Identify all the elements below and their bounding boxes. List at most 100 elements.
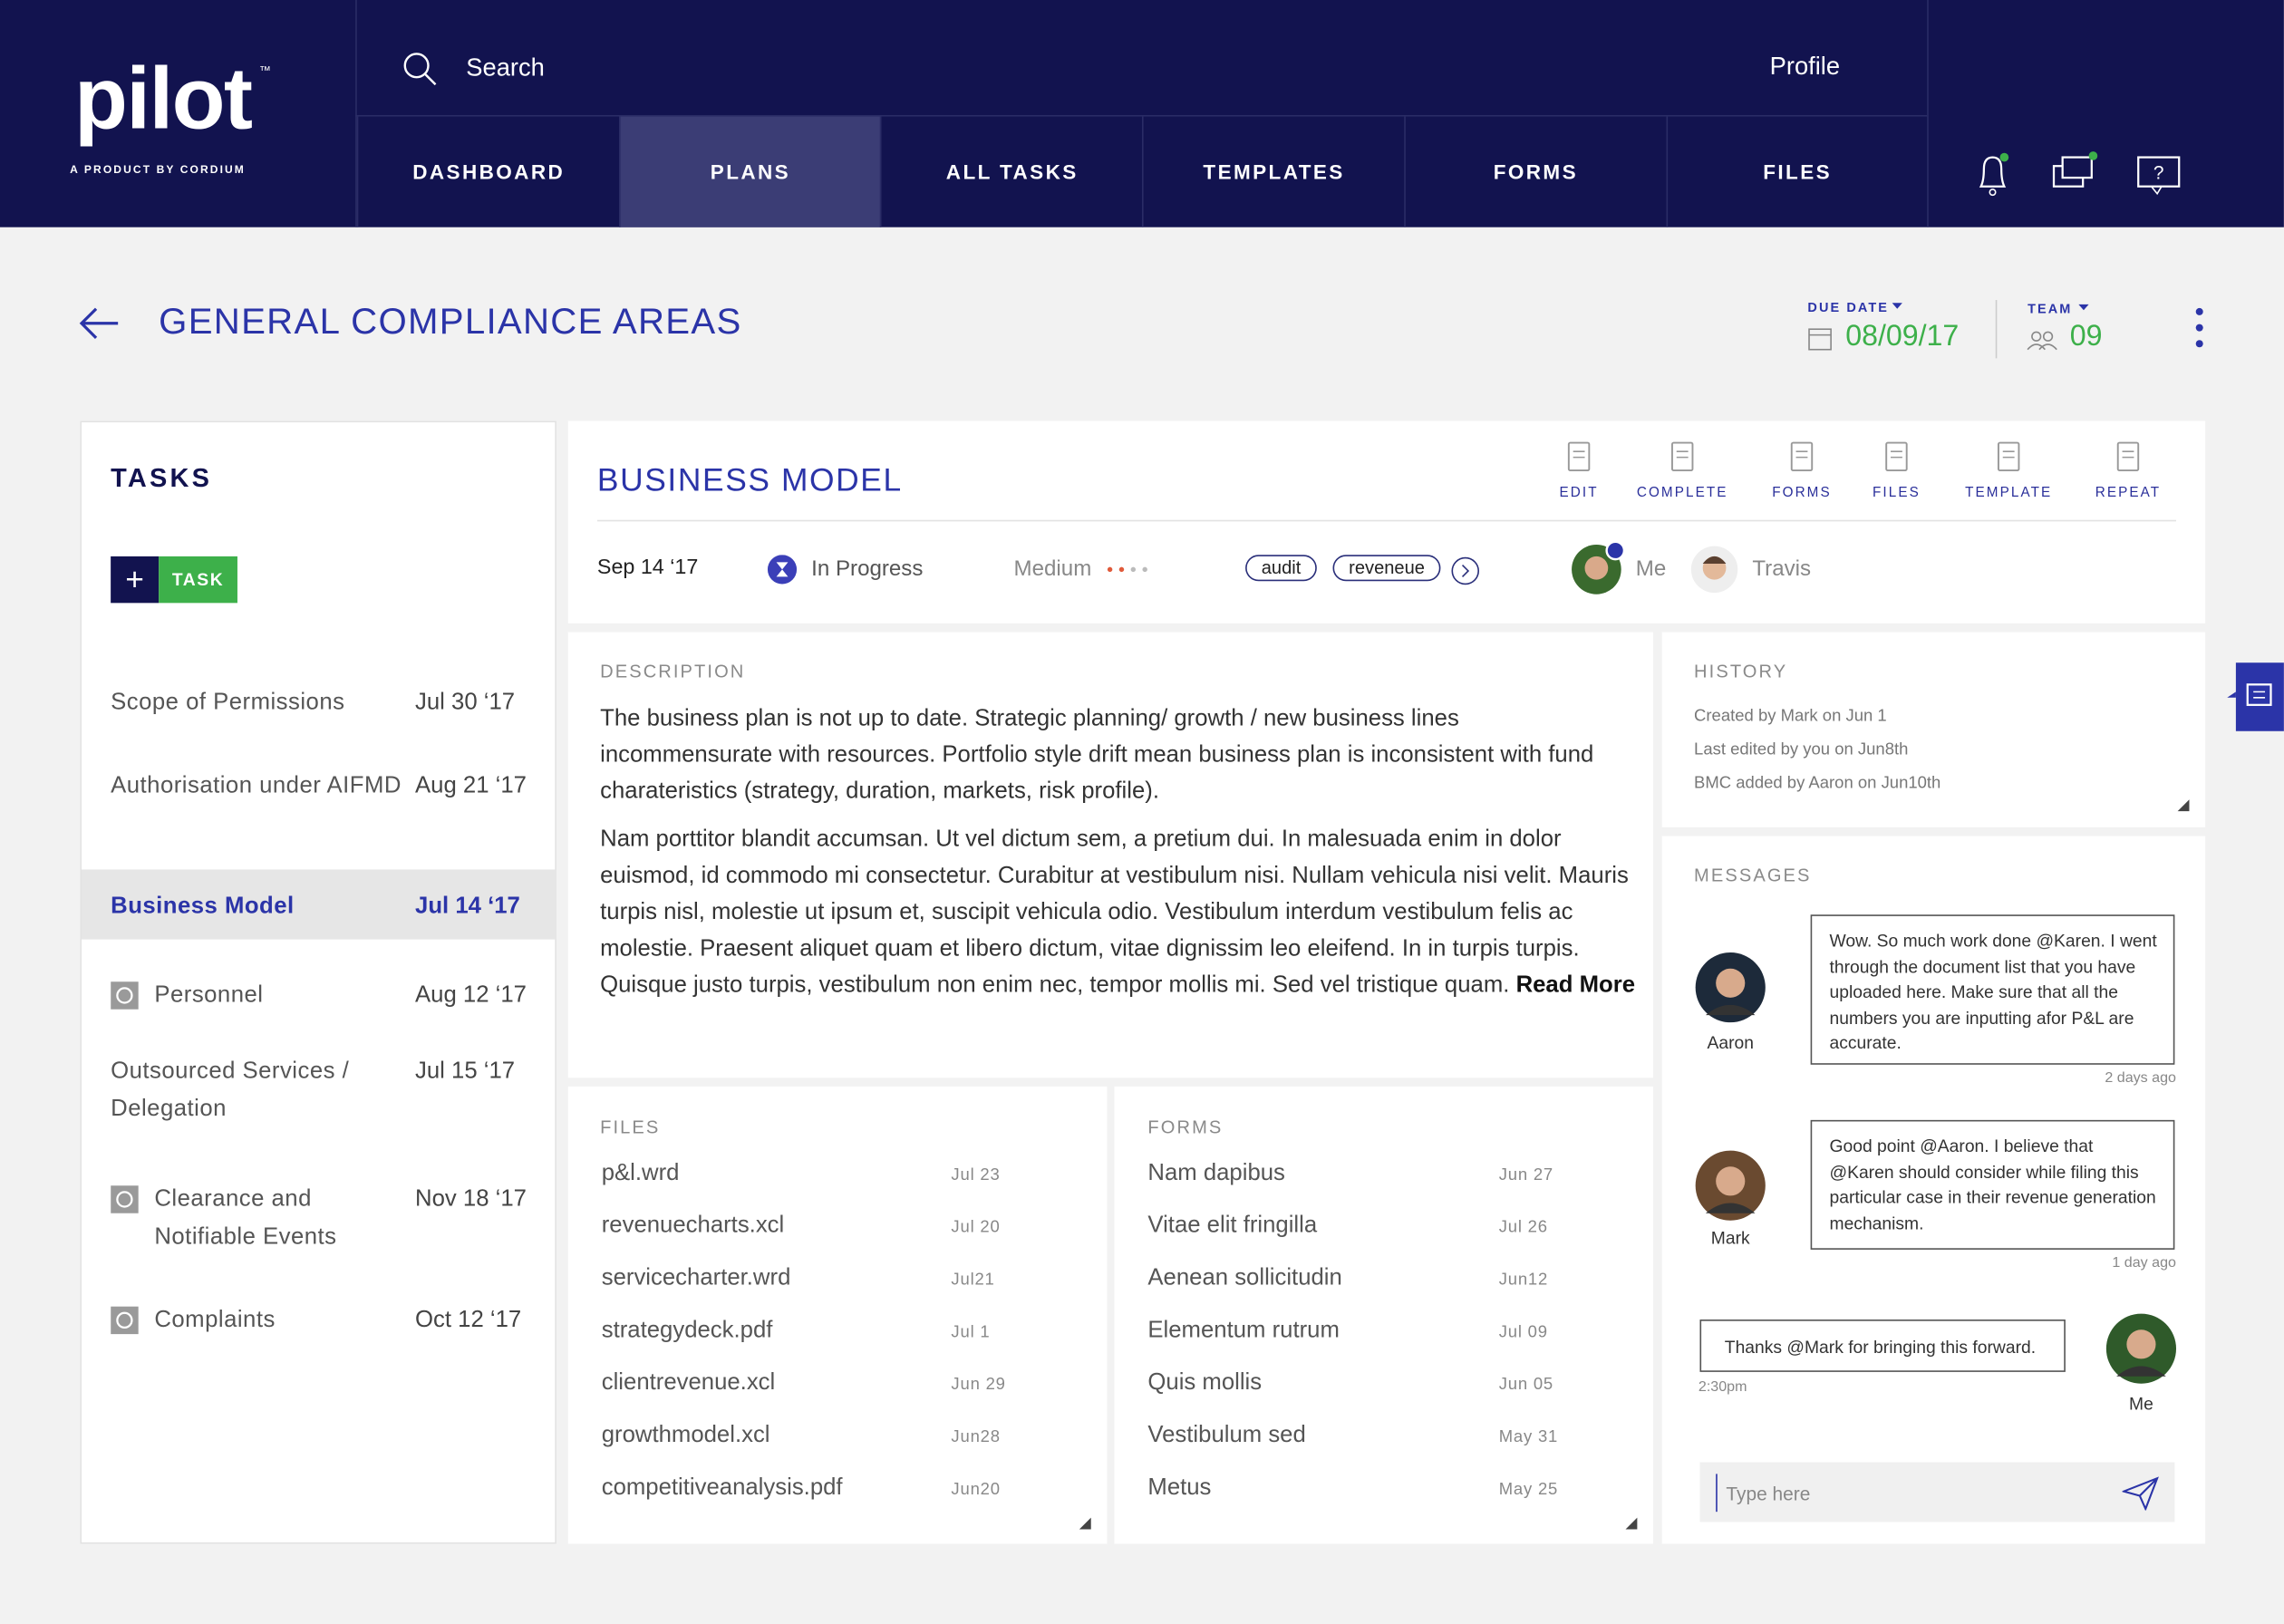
tag[interactable]: reveneue — [1332, 555, 1441, 582]
task-date: Jul 15 ‘17 — [415, 1058, 516, 1084]
action-button[interactable]: REPEAT — [2095, 485, 2162, 501]
file-name[interactable]: strategydeck.pdf — [601, 1318, 773, 1343]
history-label: HISTORY — [1694, 661, 1788, 682]
message-input[interactable] — [1699, 1462, 2175, 1522]
history-panel — [1661, 632, 2206, 827]
task-name[interactable]: Business Model — [111, 894, 295, 920]
task-name[interactable]: Personnel — [154, 982, 264, 1009]
forms-panel — [1114, 1086, 1654, 1544]
divider — [1995, 300, 1998, 359]
task-name[interactable]: Complaints — [154, 1308, 276, 1333]
message-bubble: Thanks @Mark for bringing this forward. — [1699, 1320, 2066, 1372]
action-icon — [1997, 441, 2020, 472]
profile-link[interactable]: Profile — [1769, 52, 1841, 81]
form-name[interactable]: Aenean sollicitudin — [1147, 1265, 1342, 1290]
message-bubble: Good point @Aaron. I believe that @Karen… — [1810, 1119, 2175, 1250]
more-tags[interactable] — [1449, 555, 1481, 586]
search-input[interactable]: Search — [466, 53, 545, 82]
file-name[interactable]: servicecharter.wrd — [601, 1265, 791, 1290]
due-date: 08/09/17 — [1845, 320, 1960, 353]
due-label[interactable]: DUE DATE — [1807, 300, 1889, 315]
form-name[interactable]: Nam dapibus — [1147, 1160, 1285, 1186]
file-name[interactable]: clientrevenue.xcl — [601, 1370, 776, 1396]
search-icon — [403, 53, 437, 86]
paragraph-text: Nam porttitor blandit accumsan. Ut vel d… — [600, 826, 1629, 998]
back-button[interactable] — [77, 304, 123, 343]
team-label[interactable]: TEAM — [2028, 301, 2073, 316]
detail-title: BUSINESS MODEL — [596, 461, 903, 498]
action-button[interactable]: FORMS — [1772, 485, 1832, 501]
message-author: Aaron — [1707, 1032, 1754, 1053]
task-date: Nov 18 ‘17 — [415, 1186, 527, 1213]
action-button[interactable]: TEMPLATE — [1965, 485, 2053, 501]
item-date: Jun12 — [1498, 1271, 1549, 1290]
task-date: Jul 14 ‘17 — [415, 894, 520, 920]
side-tab[interactable] — [2235, 662, 2284, 731]
priority-dots — [1107, 566, 1147, 573]
item-date: Jun 05 — [1498, 1376, 1554, 1394]
paragraph: Nam porttitor blandit accumsan. Ut vel d… — [600, 821, 1637, 1003]
divider — [596, 519, 2177, 522]
nav-item[interactable]: ALL TASKS — [880, 116, 1142, 227]
priority: Medium — [1013, 556, 1092, 582]
description-text: The business plan is not up to date. Str… — [600, 701, 1637, 1003]
action-icon — [1790, 441, 1814, 472]
more-menu[interactable] — [2191, 305, 2208, 349]
expand-icon[interactable] — [1624, 1516, 1639, 1531]
action-button[interactable]: FILES — [1873, 485, 1921, 501]
form-name[interactable]: Vestibulum sed — [1147, 1423, 1306, 1448]
form-name[interactable]: Quis mollis — [1147, 1370, 1263, 1396]
item-date: May 31 — [1498, 1428, 1559, 1446]
action-button[interactable]: COMPLETE — [1636, 485, 1728, 501]
item-date: Jun28 — [951, 1428, 1001, 1446]
avatar-travis — [1690, 546, 1738, 594]
action-button[interactable]: EDIT — [1559, 485, 1599, 501]
tag[interactable]: audit — [1245, 555, 1317, 582]
divider — [1927, 0, 1929, 227]
read-more[interactable]: Read More — [1515, 972, 1636, 998]
page-title: GENERAL COMPLIANCE AREAS — [159, 301, 742, 343]
task-icon — [111, 1185, 139, 1213]
form-name[interactable]: Elementum rutrum — [1147, 1318, 1340, 1343]
send-button[interactable] — [2122, 1475, 2161, 1511]
form-name[interactable]: Metus — [1147, 1474, 1212, 1501]
cursor — [1716, 1474, 1718, 1513]
add-task-button[interactable]: TASK — [159, 556, 237, 604]
divider — [355, 0, 357, 227]
add-icon[interactable]: + — [111, 556, 160, 604]
expand-icon[interactable] — [1078, 1516, 1092, 1531]
task-icon — [111, 1306, 139, 1335]
task-name[interactable]: Authorisation under AIFMD — [111, 773, 402, 798]
file-name[interactable]: revenuecharts.xcl — [601, 1213, 785, 1239]
task-date: Jul 30 ‘17 — [415, 690, 516, 716]
task-name[interactable]: Clearance and Notifiable Events — [154, 1186, 337, 1250]
nav-item[interactable]: TEMPLATES — [1142, 116, 1404, 227]
nav-item[interactable]: DASHBOARD — [356, 116, 619, 227]
nav-item[interactable]: FILES — [1665, 116, 1928, 227]
input-placeholder: Type here — [1726, 1483, 1811, 1505]
divider — [355, 114, 1928, 117]
item-date: Jun 29 — [951, 1376, 1006, 1394]
description-label: DESCRIPTION — [600, 661, 746, 682]
file-name[interactable]: p&l.wrd — [601, 1160, 680, 1186]
task-date: Aug 12 ‘17 — [415, 982, 527, 1009]
task-name[interactable]: Scope of Permissions — [111, 690, 345, 716]
svg-text:?: ? — [2153, 163, 2164, 184]
selected-row — [81, 869, 556, 940]
item-date: Jun 27 — [1498, 1166, 1554, 1184]
item-date: Jul 26 — [1498, 1219, 1548, 1237]
form-name[interactable]: Vitae elit fringilla — [1147, 1213, 1318, 1239]
caret — [1892, 303, 1902, 309]
file-name[interactable]: growthmodel.xcl — [601, 1423, 770, 1448]
tasks-panel — [80, 420, 556, 1544]
file-name[interactable]: competitiveanalysis.pdf — [601, 1474, 843, 1501]
message-bubble: Wow. So much work done @Karen. I went th… — [1810, 914, 2175, 1065]
avatar — [1695, 952, 1766, 1023]
nav-item[interactable]: FORMS — [1403, 116, 1666, 227]
task-name[interactable]: Outsourced Services / Delegation — [111, 1058, 350, 1122]
message-author: Mark — [1710, 1227, 1750, 1249]
item-date: Jun20 — [951, 1481, 1001, 1499]
item-date: Jul 20 — [951, 1219, 1001, 1237]
expand-icon[interactable] — [2176, 798, 2191, 813]
nav-item[interactable]: PLANS — [618, 116, 881, 227]
